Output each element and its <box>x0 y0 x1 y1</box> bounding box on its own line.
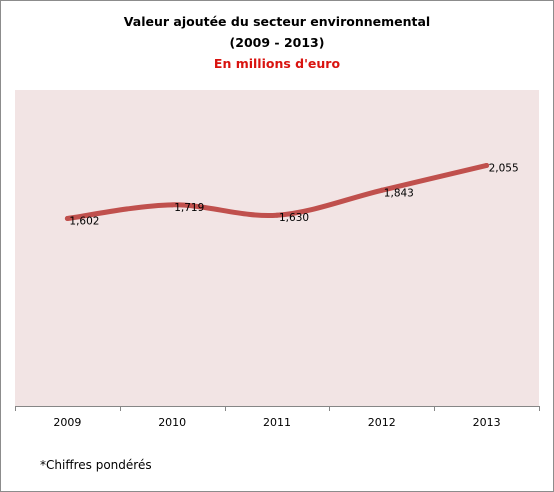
data-point <box>169 202 175 208</box>
x-tick-label: 2009 <box>53 416 81 429</box>
x-tick-label: 2013 <box>473 416 501 429</box>
chart-title-block: Valeur ajoutée du secteur environnementa… <box>0 11 554 74</box>
chart-period: (2009 - 2013) <box>229 35 325 50</box>
data-point <box>274 212 280 218</box>
data-label: 1,630 <box>279 212 309 224</box>
x-tick-label: 2010 <box>158 416 186 429</box>
footnote: *Chiffres pondérés <box>40 458 152 472</box>
data-label: 1,602 <box>69 216 99 228</box>
data-label: 1,719 <box>174 202 204 214</box>
x-tick-label: 2012 <box>368 416 396 429</box>
x-tick-label: 2011 <box>263 416 291 429</box>
data-point <box>64 216 70 222</box>
chart-subtitle: En millions d'euro <box>213 56 341 71</box>
data-point <box>379 187 385 193</box>
data-label: 1,843 <box>384 187 414 199</box>
data-label: 2,055 <box>489 162 519 174</box>
plot-area <box>15 90 539 406</box>
chart-title: Valeur ajoutée du secteur environnementa… <box>123 14 431 29</box>
data-point <box>484 162 490 168</box>
